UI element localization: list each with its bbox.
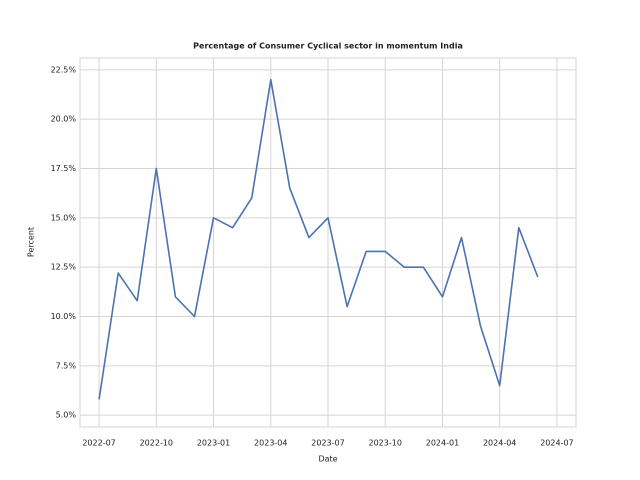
y-tick-label: 10.0% bbox=[51, 312, 77, 321]
x-tick-label: 2024-04 bbox=[483, 439, 516, 448]
y-tick-label: 5.0% bbox=[56, 411, 77, 420]
x-tick-label: 2023-07 bbox=[311, 439, 344, 448]
x-tick-label: 2024-01 bbox=[426, 439, 459, 448]
y-tick-label: 12.5% bbox=[51, 263, 77, 272]
x-tick-label: 2022-10 bbox=[140, 439, 173, 448]
y-tick-label: 15.0% bbox=[51, 213, 77, 222]
data-line bbox=[98, 78, 539, 400]
x-tick-label: 2022-07 bbox=[82, 439, 115, 448]
y-axis-label: Percent bbox=[27, 227, 36, 257]
x-tick-label: 2023-10 bbox=[369, 439, 402, 448]
x-axis-label: Date bbox=[318, 455, 337, 464]
y-tick-label: 7.5% bbox=[56, 361, 77, 370]
y-tick-label: 22.5% bbox=[51, 65, 77, 74]
x-tick-label: 2023-01 bbox=[197, 439, 230, 448]
x-tick-label: 2024-07 bbox=[540, 439, 573, 448]
y-tick-label: 17.5% bbox=[51, 164, 77, 173]
x-tick-label: 2023-04 bbox=[254, 439, 287, 448]
y-tick-label: 20.0% bbox=[51, 115, 77, 124]
plot-frame bbox=[79, 57, 577, 428]
chart-title: Percentage of Consumer Cyclical sector i… bbox=[193, 42, 463, 51]
